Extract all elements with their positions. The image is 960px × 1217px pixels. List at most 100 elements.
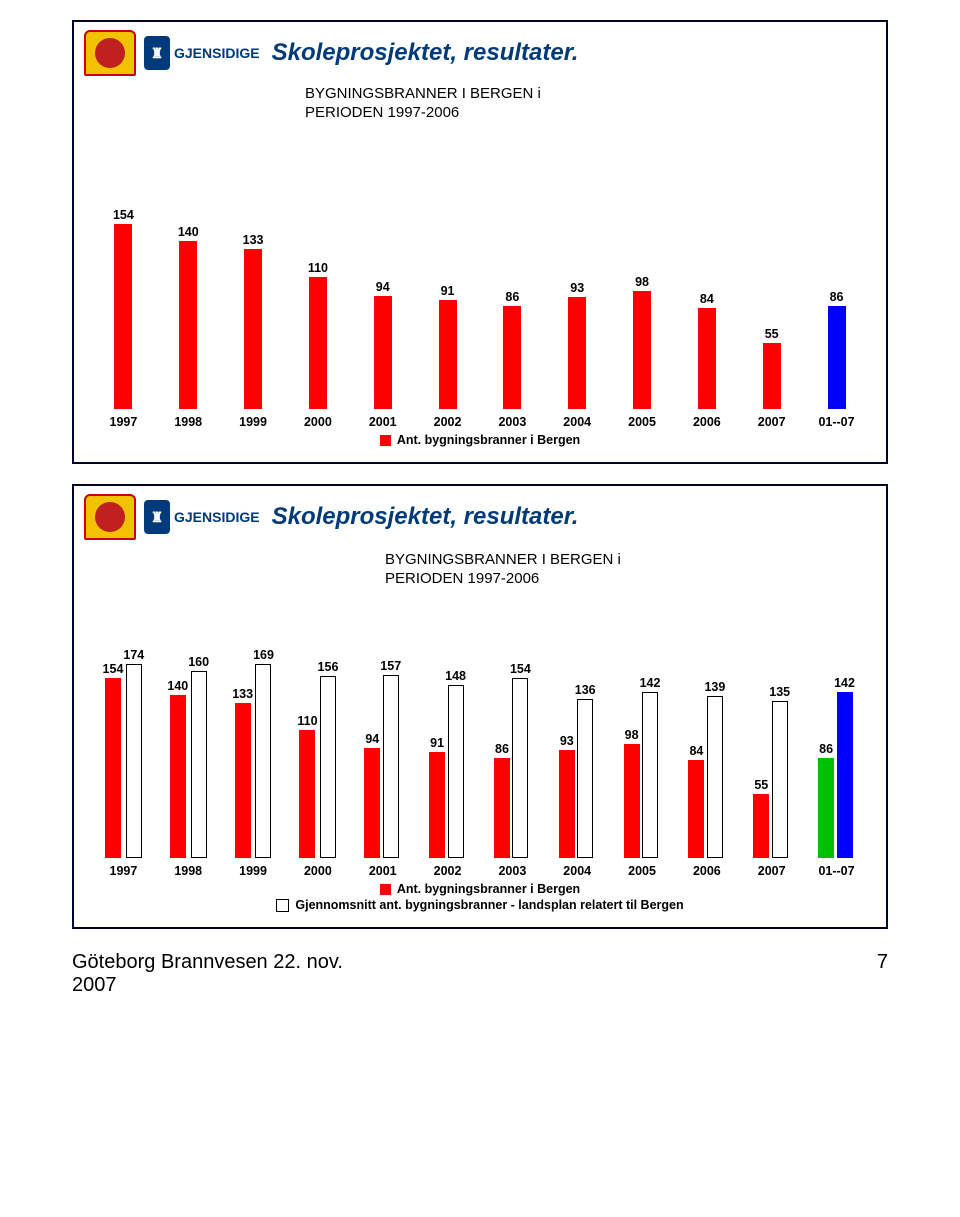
bar-value-label: 154	[113, 208, 134, 222]
bar-value-label: 133	[232, 687, 253, 701]
bar-series-a	[429, 752, 445, 858]
bar	[633, 291, 651, 409]
bar	[114, 224, 132, 409]
xaxis-tick: 2005	[610, 415, 675, 429]
xaxis-tick: 1999	[221, 415, 286, 429]
bar-series-a	[364, 748, 380, 858]
bar-value-label: 84	[700, 292, 714, 306]
bar-group: 98 142	[610, 648, 675, 858]
bar-value-label: 98	[625, 728, 639, 742]
bar-cell: 154	[91, 199, 156, 409]
bar	[374, 296, 392, 409]
bar-series-b	[320, 676, 336, 858]
footer-page-number: 7	[877, 951, 888, 997]
xaxis-tick: 2002	[415, 415, 480, 429]
bar	[179, 241, 197, 409]
bar-series-a	[235, 703, 251, 858]
xaxis-tick: 1998	[156, 415, 221, 429]
gjensidige-mark-icon: ♜	[144, 36, 170, 70]
bar-value-label: 110	[308, 261, 328, 275]
bar-value-label: 148	[445, 669, 466, 683]
bar-cell: 98	[610, 199, 675, 409]
bar-value-label: 91	[430, 736, 444, 750]
chart2: BYGNINGSBRANNER I BERGEN iPERIODEN 1997-…	[84, 546, 876, 917]
legend-swatch	[380, 435, 391, 446]
bar-group: 140160	[156, 648, 221, 858]
bar-series-b	[837, 692, 853, 858]
bar-series-b	[191, 671, 207, 858]
legend-item: Ant. bygningsbranner i Bergen	[380, 882, 580, 896]
slide-header: ♜ GJENSIDIGE Skoleprosjektet, resultater…	[84, 494, 876, 540]
bar-value-label: 55	[765, 327, 779, 341]
bar-cell: 110	[285, 199, 350, 409]
gjensidige-logo: ♜ GJENSIDIGE	[144, 36, 260, 70]
bar-series-b	[383, 675, 399, 858]
bar	[698, 308, 716, 409]
bar-value-label: 142	[834, 676, 855, 690]
xaxis-tick: 2003	[480, 415, 545, 429]
gjensidige-wordmark: GJENSIDIGE	[174, 509, 260, 525]
gjensidige-logo: ♜ GJENSIDIGE	[144, 500, 260, 534]
legend-item: Ant. bygningsbranner i Bergen	[380, 433, 580, 447]
bar-value-label: 98	[635, 275, 649, 289]
xaxis-tick: 2003	[480, 864, 545, 878]
legend-label: Ant. bygningsbranner i Bergen	[397, 433, 580, 447]
bar-value-label: 86	[819, 742, 833, 756]
bar-group: 91 148	[415, 648, 480, 858]
xaxis-tick: 2005	[610, 864, 675, 878]
legend-item: Gjennomsnitt ant. bygningsbranner - land…	[276, 898, 683, 912]
xaxis-tick: 1998	[156, 864, 221, 878]
bar-cell: 86	[804, 199, 869, 409]
bar-cell: 94	[350, 199, 415, 409]
bar-group: 55 135	[739, 648, 804, 858]
bar-series-a	[170, 695, 186, 858]
bar-value-label: 86	[830, 290, 844, 304]
bar-value-label: 157	[380, 659, 401, 673]
legend-label: Ant. bygningsbranner i Bergen	[397, 882, 580, 896]
bar-group: 154174	[91, 648, 156, 858]
slide-1: ♜ GJENSIDIGE Skoleprosjektet, resultater…	[72, 20, 888, 464]
bar-series-a	[105, 678, 121, 858]
chart2-xaxis: 1997199819992000200120022003200420052006…	[91, 864, 869, 878]
bar-value-label: 139	[704, 680, 725, 694]
footer-left: Göteborg Brannvesen 22. nov.2007	[72, 951, 343, 997]
bar-value-label: 142	[640, 676, 661, 690]
bar-value-label: 55	[754, 778, 768, 792]
slide-header: ♜ GJENSIDIGE Skoleprosjektet, resultater…	[84, 30, 876, 76]
gjensidige-mark-icon: ♜	[144, 500, 170, 534]
gjensidige-wordmark: GJENSIDIGE	[174, 45, 260, 61]
nblf-shield-logo	[84, 30, 136, 76]
chart2-subtitle: BYGNINGSBRANNER I BERGEN iPERIODEN 1997-…	[385, 551, 621, 589]
bar-value-label: 86	[505, 290, 519, 304]
bar-value-label: 169	[253, 648, 274, 662]
bar-cell: 86	[480, 199, 545, 409]
bar-group: 93136	[545, 648, 610, 858]
xaxis-tick: 1997	[91, 864, 156, 878]
bar-value-label: 94	[376, 280, 390, 294]
bar-series-b	[577, 699, 593, 858]
chart1-subtitle: BYGNINGSBRANNER I BERGEN iPERIODEN 1997-…	[305, 85, 541, 123]
bar-value-label: 84	[689, 744, 703, 758]
bar-value-label: 135	[769, 685, 790, 699]
slide-title: Skoleprosjektet, resultater.	[272, 503, 876, 531]
legend-label: Gjennomsnitt ant. bygningsbranner - land…	[295, 898, 683, 912]
bar	[244, 249, 262, 409]
bar-group: 133 169	[221, 648, 286, 858]
nblf-shield-logo	[84, 494, 136, 540]
bar-value-label: 91	[441, 284, 455, 298]
bar	[309, 277, 327, 409]
bar-group: 86 142	[804, 648, 869, 858]
bar	[503, 306, 521, 409]
bar	[439, 300, 457, 409]
bar-value-label: 93	[560, 734, 574, 748]
xaxis-tick: 2000	[285, 415, 350, 429]
page-footer: Göteborg Brannvesen 22. nov.2007 7	[72, 951, 888, 997]
chart1: BYGNINGSBRANNER I BERGEN iPERIODEN 1997-…	[84, 82, 876, 452]
bar-value-label: 86	[495, 742, 509, 756]
chart2-legend: Ant. bygningsbranner i Bergen Gjennomsnit…	[91, 882, 869, 912]
chart1-legend: Ant. bygningsbranner i Bergen	[91, 433, 869, 447]
bar-group: 86154	[480, 648, 545, 858]
chart2-bars: 1541741401601331691101569415791148861549…	[91, 648, 869, 858]
bar-series-a	[624, 744, 640, 858]
xaxis-tick: 2004	[545, 864, 610, 878]
